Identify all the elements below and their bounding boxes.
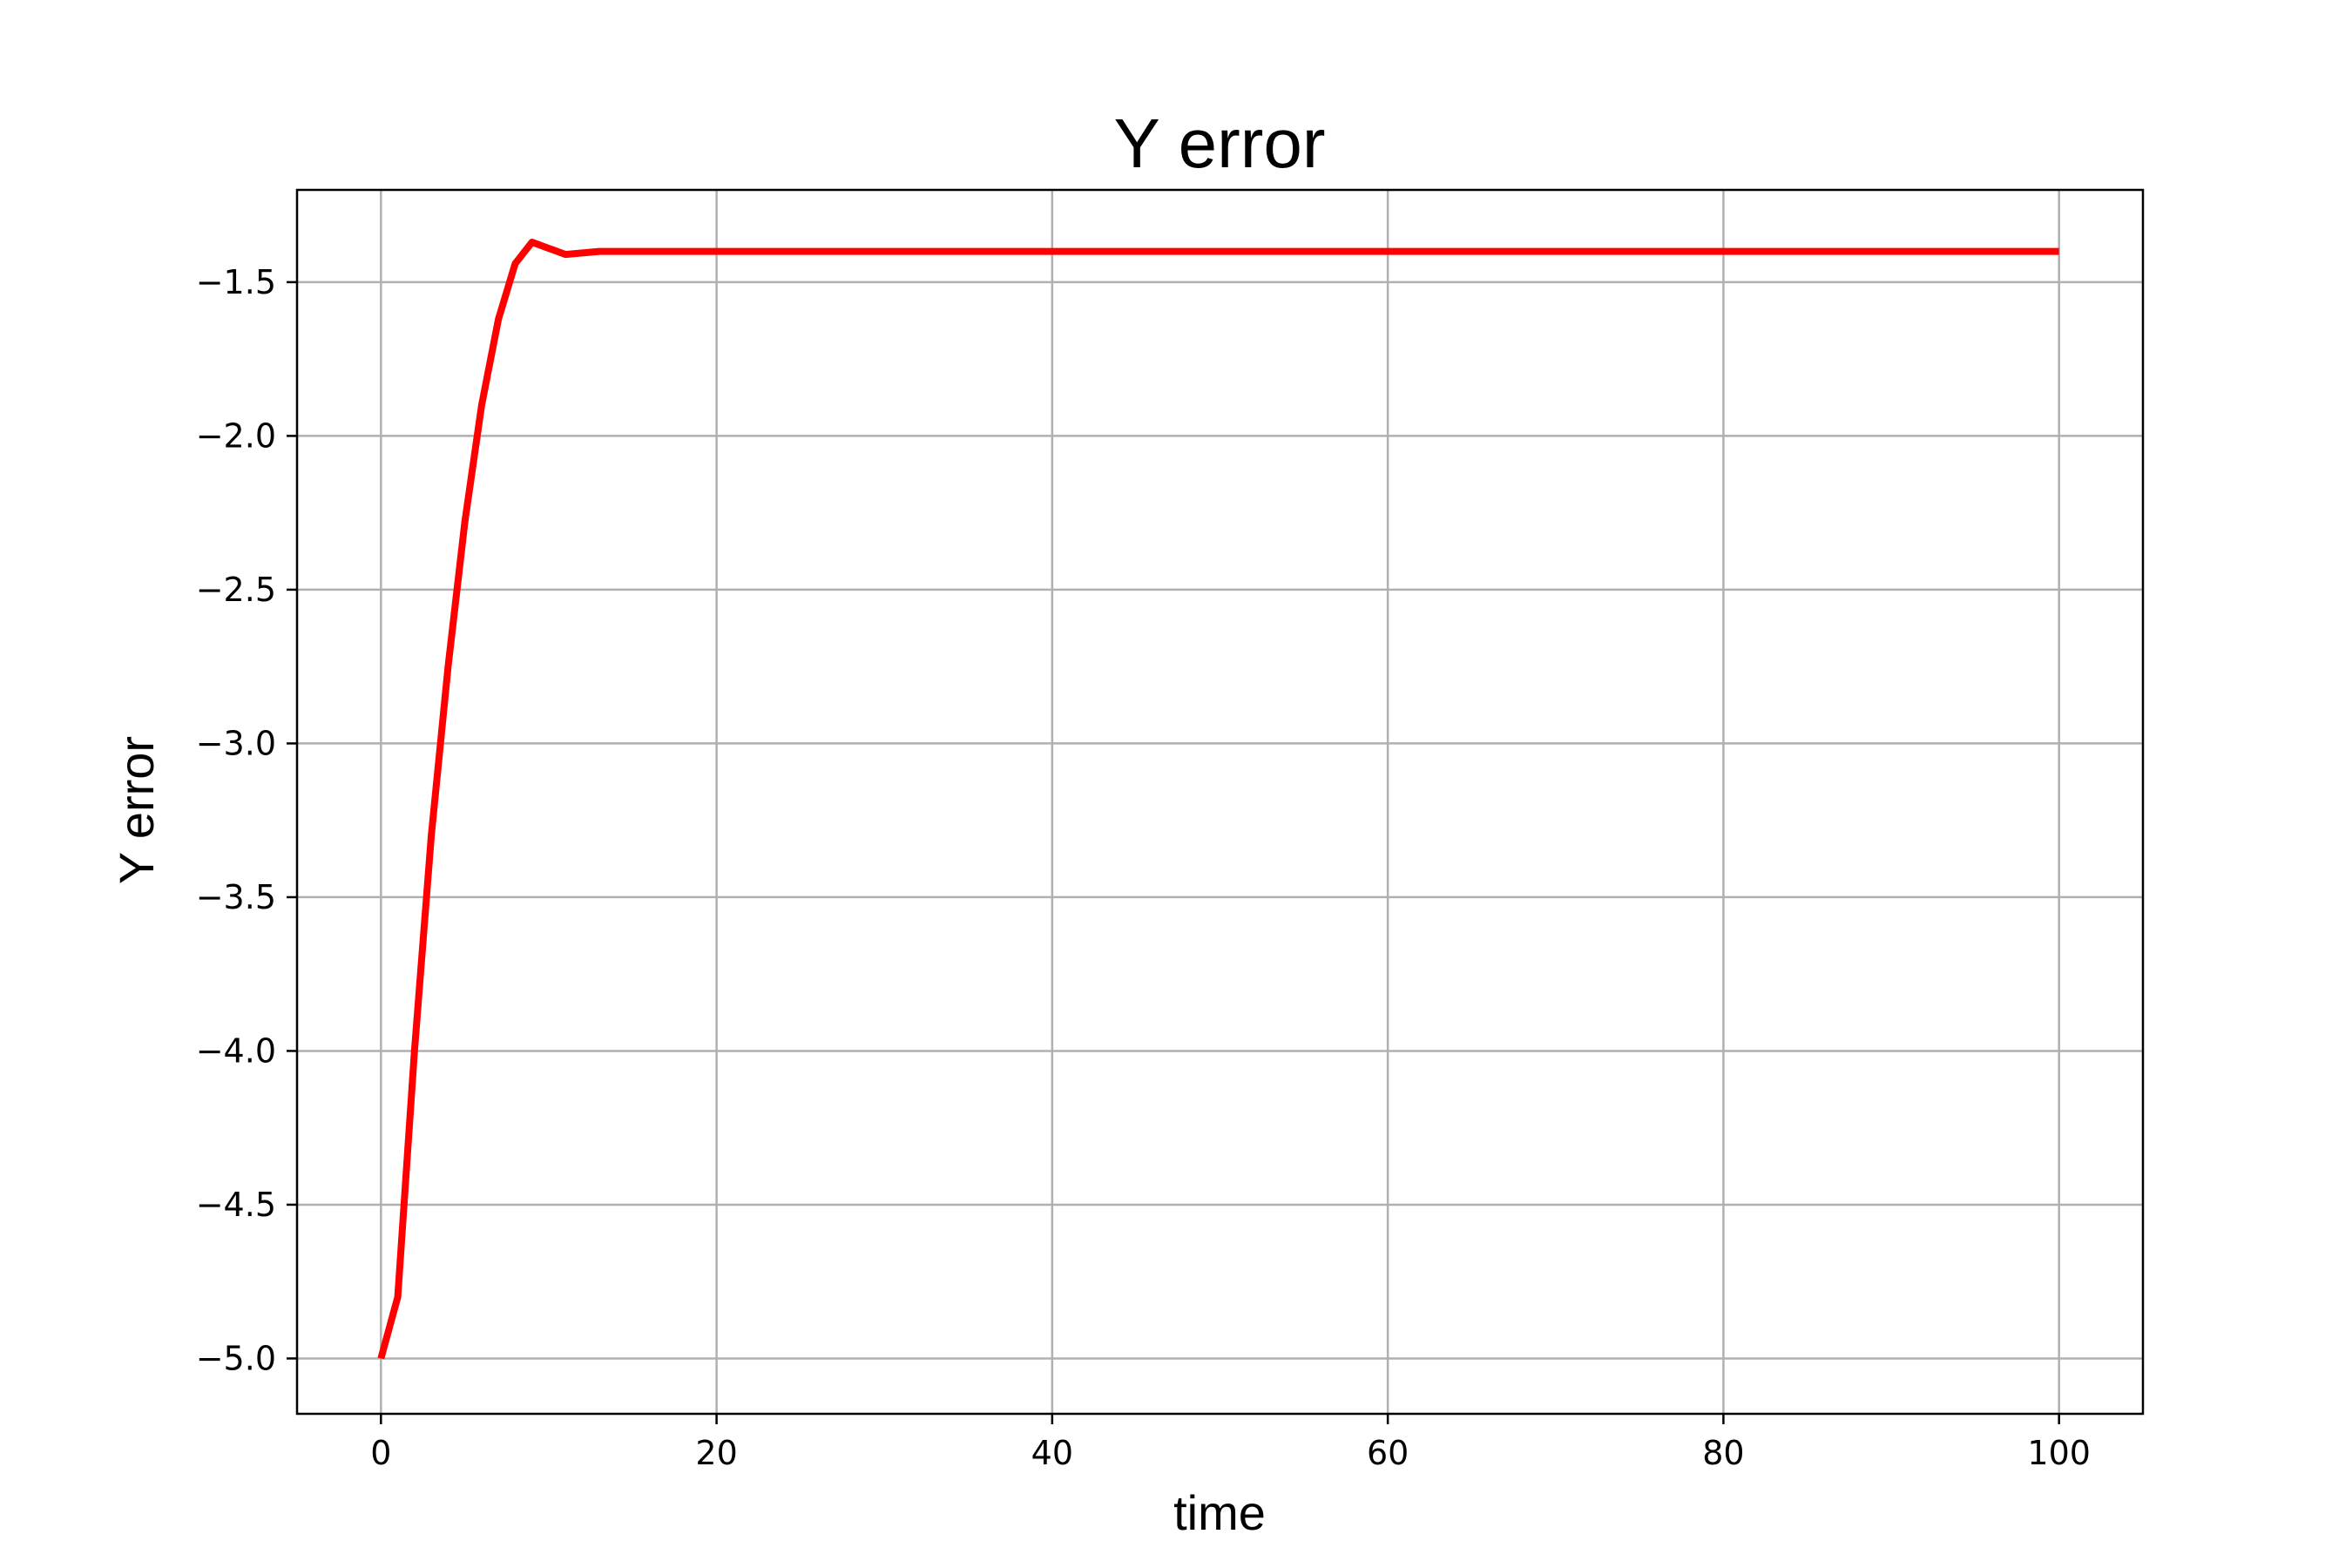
x-axis-label: time <box>1173 1485 1266 1540</box>
y-tick-label: −2.5 <box>196 571 276 609</box>
y-tick-label: −5.0 <box>196 1339 276 1377</box>
y-tick-label: −3.5 <box>196 878 276 916</box>
series-layer <box>377 239 2059 1360</box>
series-line <box>377 239 2059 1360</box>
chart-title: Y error <box>1113 105 1325 182</box>
y-tick-label: −1.5 <box>196 263 276 301</box>
plot-frame <box>295 188 2145 1416</box>
grid <box>297 190 2143 1414</box>
x-tick-label: 0 <box>370 1434 391 1472</box>
ticks: 0 20 40 60 80 100 −5.0 −4.5 −4.0 −3.5 −3.0 −2.5 −2.0… <box>196 263 2091 1472</box>
y-tick-label: −2.0 <box>196 416 276 455</box>
y-axis-label: Y error <box>109 736 164 884</box>
x-tick-label: 100 <box>2027 1434 2091 1472</box>
x-tick-label: 80 <box>1702 1434 1744 1472</box>
x-tick-label: 40 <box>1031 1434 1073 1472</box>
y-tick-label: −4.0 <box>196 1031 276 1070</box>
y-tick-label: −3.0 <box>196 724 276 762</box>
y-tick-label: −4.5 <box>196 1186 276 1224</box>
x-tick-label: 60 <box>1367 1434 1409 1472</box>
x-tick-label: 20 <box>695 1434 737 1472</box>
